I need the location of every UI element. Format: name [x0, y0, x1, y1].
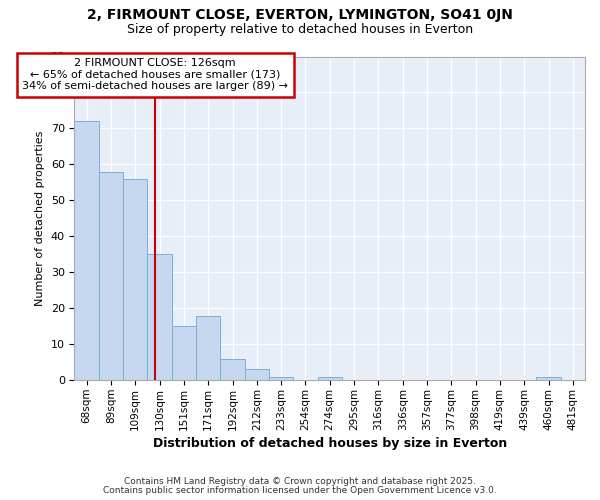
Text: Contains HM Land Registry data © Crown copyright and database right 2025.: Contains HM Land Registry data © Crown c… — [124, 477, 476, 486]
Bar — [74, 122, 99, 380]
Bar — [245, 370, 269, 380]
X-axis label: Distribution of detached houses by size in Everton: Distribution of detached houses by size … — [152, 437, 507, 450]
Bar — [196, 316, 220, 380]
Bar — [220, 358, 245, 380]
Bar — [536, 376, 560, 380]
Bar — [99, 172, 123, 380]
Text: 2, FIRMOUNT CLOSE, EVERTON, LYMINGTON, SO41 0JN: 2, FIRMOUNT CLOSE, EVERTON, LYMINGTON, S… — [87, 8, 513, 22]
Bar — [148, 254, 172, 380]
Bar — [172, 326, 196, 380]
Y-axis label: Number of detached properties: Number of detached properties — [35, 130, 45, 306]
Text: Contains public sector information licensed under the Open Government Licence v3: Contains public sector information licen… — [103, 486, 497, 495]
Text: 2 FIRMOUNT CLOSE: 126sqm
← 65% of detached houses are smaller (173)
34% of semi-: 2 FIRMOUNT CLOSE: 126sqm ← 65% of detach… — [22, 58, 288, 92]
Bar — [317, 376, 342, 380]
Bar — [123, 179, 148, 380]
Text: Size of property relative to detached houses in Everton: Size of property relative to detached ho… — [127, 22, 473, 36]
Bar — [269, 376, 293, 380]
